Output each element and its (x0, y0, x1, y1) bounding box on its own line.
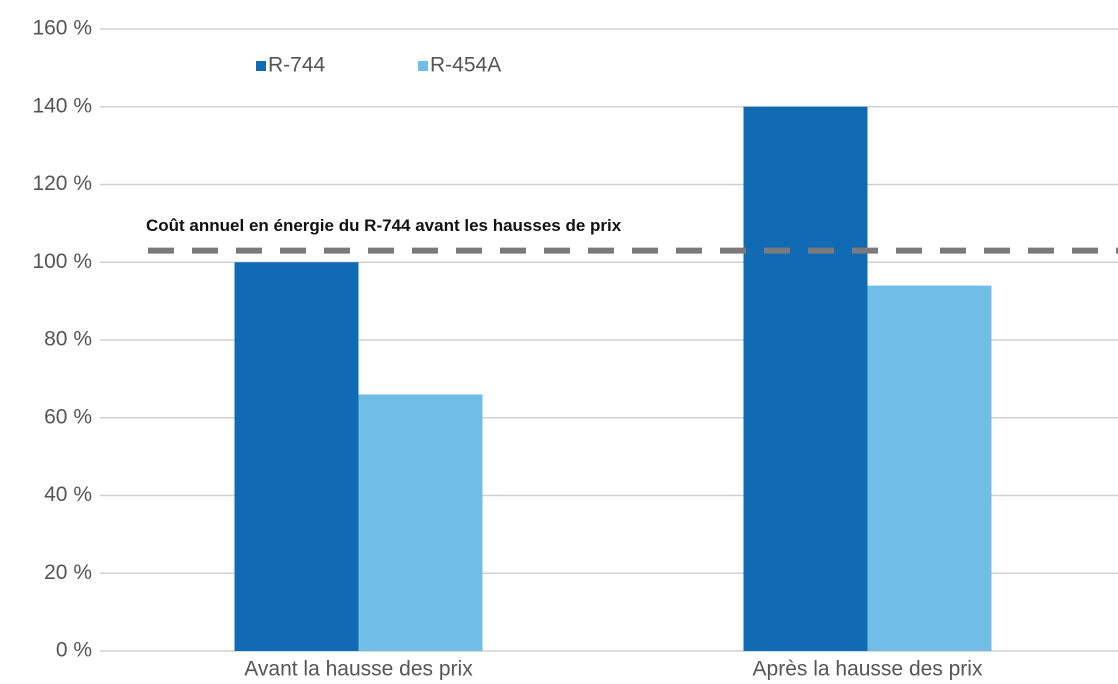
y-tick-label: 140 % (32, 94, 92, 117)
bar (743, 106, 868, 651)
legend-label: R-744 (268, 54, 326, 77)
legend-swatch (418, 61, 428, 71)
y-tick-label: 160 % (32, 17, 92, 40)
y-tick-label: 120 % (32, 172, 92, 195)
y-tick-label: 80 % (44, 328, 92, 351)
bar (358, 394, 483, 651)
bar (867, 285, 992, 651)
y-tick-label: 0 % (56, 639, 92, 662)
reference-label: Coût annuel en énergie du R-744 avant le… (146, 216, 622, 235)
x-tick-label: Avant la hausse des prix (244, 658, 473, 681)
x-tick-label: Après la hausse des prix (753, 658, 983, 681)
y-tick-label: 60 % (44, 405, 92, 428)
y-tick-label: 100 % (32, 250, 92, 273)
legend-label: R-454A (430, 54, 501, 77)
bar (234, 262, 359, 651)
y-tick-label: 40 % (44, 483, 92, 506)
y-tick-label: 20 % (44, 561, 92, 584)
legend-swatch (256, 61, 266, 71)
